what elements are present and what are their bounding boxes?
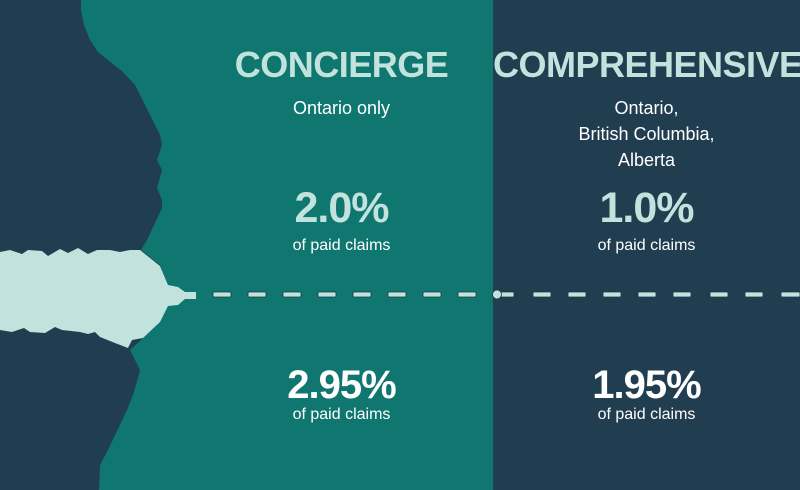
- concierge-column: CONCIERGE Ontario only 2.0% of paid clai…: [190, 0, 493, 490]
- circle-node-icon: [492, 289, 502, 300]
- dashed-divider: [212, 291, 800, 298]
- comprehensive-column: COMPREHENSIVE Ontario, British Columbia,…: [493, 0, 800, 490]
- concierge-column-shape: [81, 0, 493, 490]
- rate-label-bottom: of paid claims: [292, 406, 391, 423]
- plan-title: CONCIERGE: [234, 44, 449, 85]
- plan-region: Ontario only: [292, 98, 391, 118]
- region-line: Alberta: [617, 150, 676, 170]
- rate-value-top: 1.0%: [599, 184, 694, 232]
- mint-arrow-plaque: [0, 248, 196, 348]
- rate-value-bottom: 2.95%: [287, 363, 396, 407]
- rate-value-top: 2.0%: [294, 184, 389, 232]
- region-line: Ontario,: [614, 98, 679, 118]
- rate-label-top: of paid claims: [597, 237, 696, 254]
- region-line: British Columbia,: [578, 124, 715, 144]
- rate-value-bottom: 1.95%: [592, 363, 701, 407]
- rate-label-top: of paid claims: [292, 237, 391, 254]
- plan-title: COMPREHENSIVE: [493, 44, 800, 85]
- rate-label-bottom: of paid claims: [597, 406, 696, 423]
- plan-region: Ontario, British Columbia, Alberta: [493, 95, 800, 173]
